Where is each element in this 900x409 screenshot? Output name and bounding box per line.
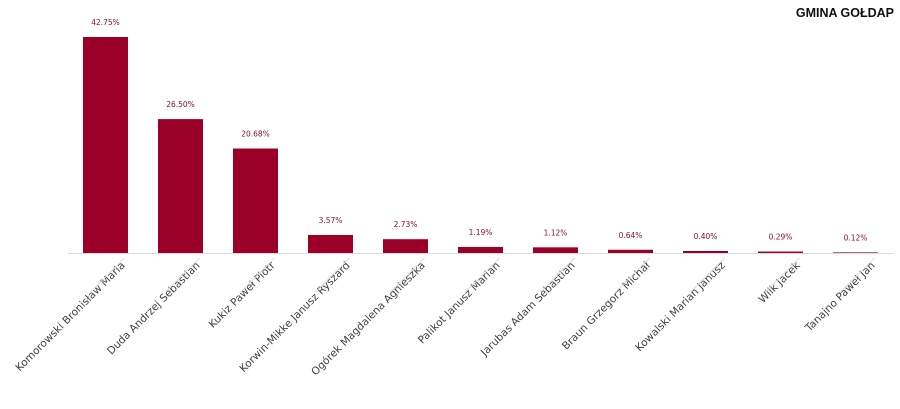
bar: [233, 148, 278, 253]
x-tick-label: Tanajno Paweł Jan: [802, 260, 877, 335]
tick-underline: [90, 257, 125, 293]
tick-underline: [165, 257, 200, 293]
bar: [608, 249, 653, 253]
data-label: 2.73%: [394, 220, 418, 229]
bar: [683, 250, 728, 253]
bar: [533, 247, 578, 253]
bar: [758, 251, 803, 253]
bar: [83, 37, 128, 253]
bar: [383, 239, 428, 253]
tick-underline: [390, 257, 425, 293]
x-tick-label: Palikot Janusz Marian: [416, 260, 503, 347]
data-label: 0.64%: [619, 231, 643, 240]
data-label: 1.12%: [544, 228, 568, 237]
data-label: 1.19%: [469, 228, 493, 237]
data-label: 0.29%: [769, 233, 793, 242]
data-label: 26.50%: [166, 100, 195, 109]
tick-underline: [540, 257, 575, 293]
bar: [158, 119, 203, 254]
x-tick-label: Kukiz Paweł Piotr: [207, 259, 278, 330]
tick-underline: [690, 257, 725, 293]
tick-underline: [840, 257, 875, 293]
data-label: 20.68%: [241, 130, 270, 139]
bars-group: [83, 37, 878, 254]
x-tick-label: Wilk Jacek: [756, 259, 803, 306]
x-tick-label: Komorowski Bronisław Maria: [13, 260, 127, 374]
data-label: 42.75%: [91, 18, 120, 27]
tick-underline: [315, 257, 350, 293]
bar: [458, 246, 503, 253]
tick-underline: [615, 257, 650, 293]
data-label: 3.57%: [319, 216, 343, 225]
bar: [833, 252, 878, 254]
data-label: 0.12%: [844, 233, 868, 242]
tick-underline: [240, 257, 275, 293]
chart-title: GMINA GOŁDAP: [796, 6, 894, 20]
x-tick-label: Braun Grzegorz Michał: [560, 260, 653, 353]
bar: [308, 234, 353, 253]
x-tick-label: Kowalski Marian Janusz: [633, 259, 728, 354]
data-label: 0.40%: [694, 232, 718, 241]
tick-underline: [465, 257, 500, 293]
data-labels-group: 42.75% 26.50% 20.68% 3.57% 2.73% 1.19% 1.12% 0.…: [91, 18, 867, 242]
tick-underline: [765, 257, 800, 293]
